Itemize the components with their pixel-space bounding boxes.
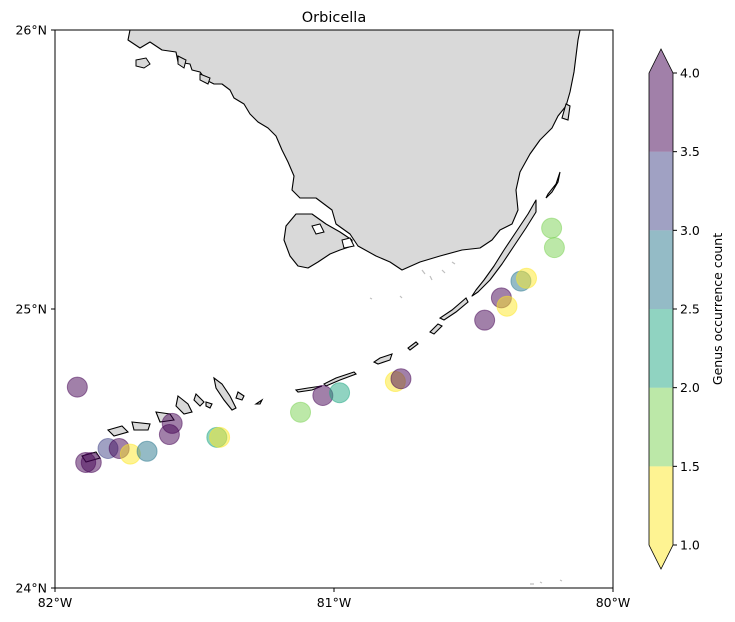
miami-islet bbox=[561, 103, 571, 121]
occurrence-point bbox=[516, 267, 538, 289]
colorbar-tick-label: 3.5 bbox=[680, 144, 700, 159]
occurrence-point bbox=[496, 295, 518, 317]
lower-keys-5 bbox=[175, 395, 193, 415]
y-tick-label: 26°N bbox=[15, 23, 47, 38]
occurrence-point bbox=[541, 217, 563, 239]
y-axis-ticks: 26°N 25°N 24°N bbox=[15, 23, 55, 596]
shoals bbox=[369, 261, 563, 585]
key-largo bbox=[471, 199, 537, 297]
nw-islet-2 bbox=[177, 55, 187, 69]
occurrence-point bbox=[290, 401, 312, 423]
colorbar-segment bbox=[649, 309, 673, 388]
colorbar-segment bbox=[649, 466, 673, 545]
colorbar-label: Genus occurrence count bbox=[710, 233, 725, 385]
cape-sable bbox=[283, 213, 353, 269]
upper-keys-3 bbox=[407, 341, 419, 351]
key-biscayne bbox=[545, 171, 561, 199]
x-axis-ticks: 82°W 81°W 80°W bbox=[38, 588, 631, 610]
occurrence-points bbox=[66, 217, 565, 473]
occurrence-point bbox=[66, 376, 88, 398]
x-tick-label: 82°W bbox=[38, 595, 73, 610]
colorbar-under-arrow bbox=[649, 545, 673, 569]
colorbar-segment bbox=[649, 151, 673, 231]
colorbar-tick-label: 1.0 bbox=[680, 538, 700, 553]
x-tick-label: 80°W bbox=[596, 595, 631, 610]
colorbar-over-arrow bbox=[649, 49, 673, 73]
colorbar-tick-label: 4.0 bbox=[680, 66, 700, 81]
cape-lagoon bbox=[311, 223, 325, 235]
occurrence-point bbox=[80, 451, 102, 473]
middle-keys-3 bbox=[294, 385, 323, 393]
map-title: Orbicella bbox=[302, 10, 366, 26]
colorbar-tick-label: 2.0 bbox=[680, 380, 700, 395]
occurrence-point bbox=[390, 368, 412, 390]
colorbar-segment bbox=[649, 387, 673, 467]
colorbar: 1.0 1.5 2.0 2.5 3.0 3.5 4.0 bbox=[648, 48, 700, 570]
nw-islet-1 bbox=[135, 57, 151, 69]
lower-keys-8 bbox=[131, 421, 151, 431]
colorbar-tick-label: 1.5 bbox=[680, 459, 700, 474]
occurrence-point bbox=[161, 412, 183, 434]
upper-keys-1 bbox=[438, 297, 469, 321]
lower-keys-1 bbox=[254, 398, 264, 405]
occurrence-point bbox=[543, 237, 565, 259]
lower-keys-4 bbox=[193, 392, 205, 407]
colorbar-segment bbox=[649, 73, 673, 152]
occurrence-point bbox=[474, 309, 496, 331]
occurrence-point bbox=[209, 426, 231, 448]
occurrence-point bbox=[136, 440, 158, 462]
colorbar-segment bbox=[649, 230, 673, 309]
land-layer bbox=[81, 30, 581, 585]
occurrence-point bbox=[329, 382, 351, 404]
lower-keys-3 bbox=[235, 391, 245, 401]
x-tick-label: 81°W bbox=[317, 595, 352, 610]
lower-keys-6 bbox=[205, 401, 213, 409]
middle-keys-1 bbox=[372, 353, 393, 365]
lower-keys-9 bbox=[106, 425, 130, 437]
colorbar-tick-label: 2.5 bbox=[680, 302, 700, 317]
colorbar-tick-label: 3.0 bbox=[680, 223, 700, 238]
y-tick-label: 24°N bbox=[15, 581, 47, 596]
upper-keys-2 bbox=[429, 323, 443, 335]
nw-islet-3 bbox=[199, 73, 211, 85]
cape-lagoon-2 bbox=[341, 237, 355, 249]
y-tick-label: 25°N bbox=[15, 302, 47, 317]
lower-keys-2 bbox=[213, 376, 237, 411]
mainland-florida bbox=[127, 30, 581, 271]
